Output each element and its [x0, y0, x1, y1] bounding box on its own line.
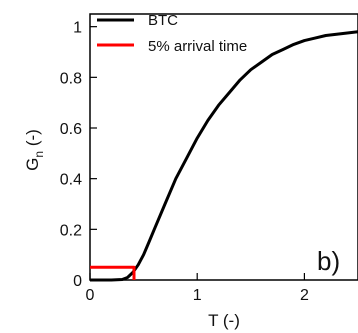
y-axis-title-suffix: (-)	[23, 129, 42, 151]
x-axis-title: T (-)	[208, 311, 240, 330]
btc-curve	[90, 30, 358, 282]
y-axis-title: Gn (-)	[23, 129, 46, 171]
y-axis-title-subscript: n	[32, 151, 46, 158]
y-tick-label: 1	[73, 20, 82, 37]
y-tick-label: 0.2	[60, 222, 82, 239]
plot-area	[89, 13, 358, 281]
x-tick-label: 1	[193, 287, 202, 304]
panel-label: b)	[317, 246, 340, 276]
y-tick-label: 0.4	[60, 172, 82, 189]
legend-label-arrival-time: 5% arrival time	[148, 38, 247, 55]
x-axis: 0 1 2	[86, 273, 309, 304]
y-axis-title-main: G	[23, 158, 42, 171]
arrival-time-line	[90, 265, 136, 280]
y-axis: 0 0.2 0.4 0.6 0.8 1	[60, 20, 97, 290]
x-tick-label: 2	[300, 287, 309, 304]
x-tick-label: 0	[86, 287, 95, 304]
y-tick-label: 0.6	[60, 121, 82, 138]
y-tick-label: 0.8	[60, 70, 82, 87]
legend-label-btc: BTC	[148, 12, 178, 29]
plot-frame	[89, 13, 358, 281]
series-layer	[90, 30, 358, 282]
legend: BTC 5% arrival time	[97, 12, 247, 55]
y-tick-label: 0	[73, 273, 82, 290]
